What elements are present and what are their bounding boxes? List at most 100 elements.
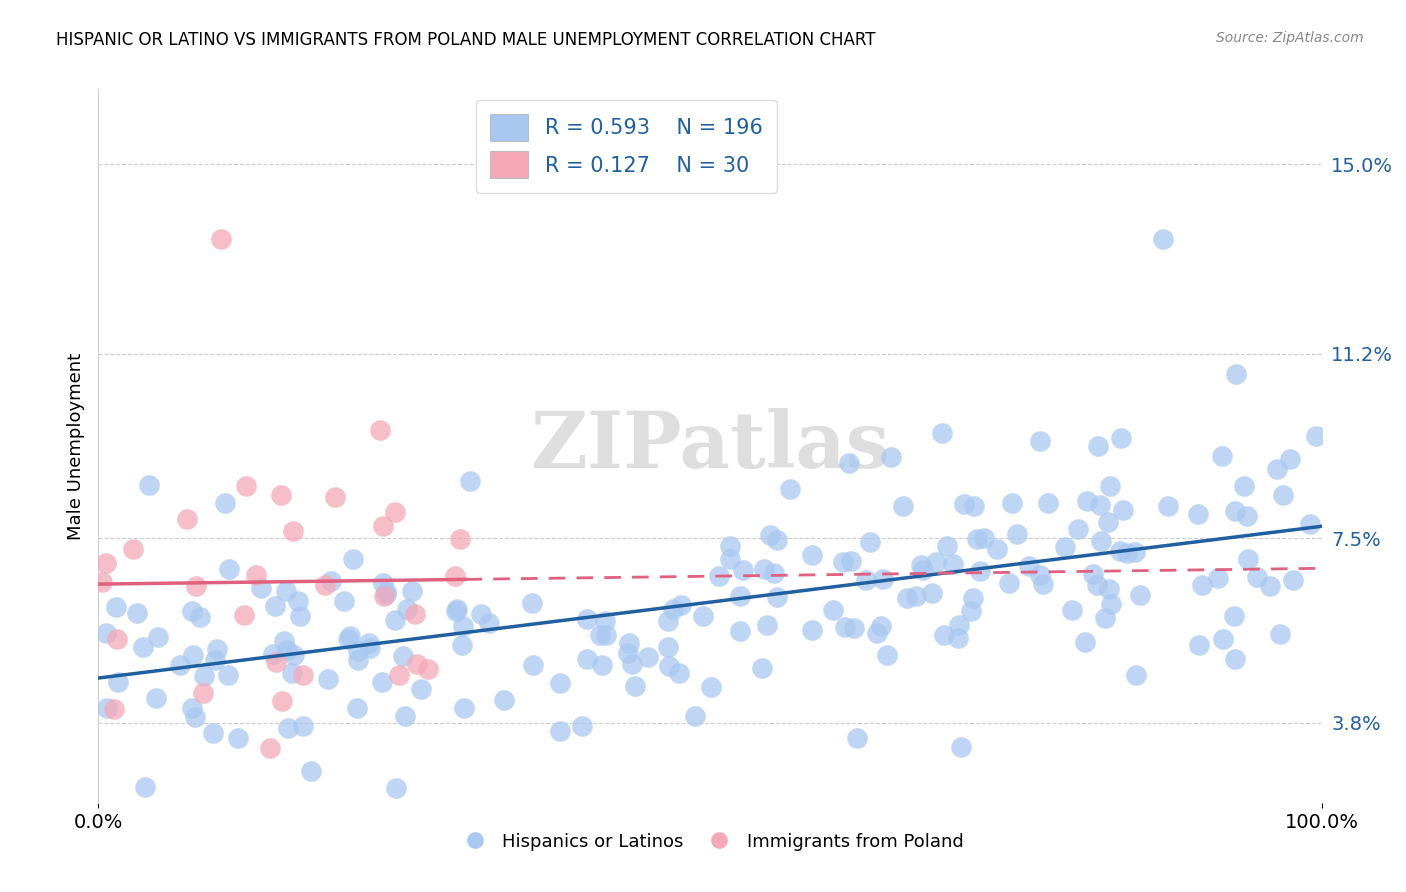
Point — [1223, 652, 1246, 666]
Point — [181, 701, 204, 715]
Point — [855, 573, 877, 587]
Point — [384, 505, 406, 519]
Point — [418, 662, 440, 676]
Point — [96, 626, 118, 640]
Point — [371, 519, 394, 533]
Point — [593, 614, 616, 628]
Point — [1206, 571, 1229, 585]
Point — [921, 586, 943, 600]
Point — [751, 661, 773, 675]
Point — [896, 591, 918, 605]
Point — [394, 708, 416, 723]
Point — [959, 604, 981, 618]
Point — [103, 702, 125, 716]
Point — [1282, 573, 1305, 587]
Point — [1187, 507, 1209, 521]
Point — [766, 591, 789, 605]
Point — [336, 632, 359, 646]
Point — [105, 632, 128, 647]
Point — [966, 532, 988, 546]
Point — [925, 556, 948, 570]
Point — [932, 628, 955, 642]
Point — [1029, 434, 1052, 449]
Point — [371, 675, 394, 690]
Point — [281, 666, 304, 681]
Point — [699, 680, 721, 694]
Point — [591, 657, 613, 672]
Point — [1090, 498, 1112, 512]
Point — [838, 456, 860, 470]
Point — [270, 694, 294, 708]
Point — [1074, 635, 1097, 649]
Point — [548, 724, 571, 739]
Point — [1099, 597, 1122, 611]
Point — [839, 554, 862, 568]
Point — [755, 618, 778, 632]
Point — [245, 568, 267, 582]
Point — [453, 701, 475, 715]
Point — [576, 611, 599, 625]
Point — [912, 564, 935, 578]
Point — [1233, 479, 1256, 493]
Point — [184, 710, 207, 724]
Point — [707, 568, 730, 582]
Point — [1258, 579, 1281, 593]
Point — [1223, 608, 1246, 623]
Point — [1097, 515, 1119, 529]
Point — [872, 572, 894, 586]
Point — [134, 780, 156, 795]
Point — [193, 669, 215, 683]
Point — [657, 640, 679, 654]
Point — [637, 649, 659, 664]
Point — [453, 619, 475, 633]
Point — [287, 594, 309, 608]
Point — [576, 652, 599, 666]
Point — [1001, 496, 1024, 510]
Point — [571, 719, 593, 733]
Point — [800, 624, 823, 638]
Point — [204, 653, 226, 667]
Point — [1236, 508, 1258, 523]
Point — [205, 642, 228, 657]
Point — [904, 589, 927, 603]
Point — [132, 640, 155, 655]
Point — [388, 667, 411, 681]
Point — [950, 739, 973, 754]
Point — [962, 591, 984, 606]
Point — [617, 646, 640, 660]
Point — [186, 579, 208, 593]
Point — [621, 657, 644, 672]
Point — [270, 488, 292, 502]
Point — [405, 657, 427, 671]
Point — [834, 620, 856, 634]
Point — [342, 552, 364, 566]
Point — [1098, 479, 1121, 493]
Point — [90, 574, 112, 589]
Point — [449, 532, 471, 546]
Point — [548, 676, 571, 690]
Point — [973, 531, 995, 545]
Point — [1085, 578, 1108, 592]
Point — [262, 647, 284, 661]
Point — [762, 566, 785, 580]
Point — [446, 602, 468, 616]
Point — [125, 606, 148, 620]
Point — [832, 555, 855, 569]
Point — [986, 542, 1008, 557]
Point — [1116, 546, 1139, 560]
Point — [411, 681, 433, 696]
Point — [276, 643, 298, 657]
Point — [1265, 462, 1288, 476]
Point — [250, 581, 273, 595]
Point — [948, 631, 970, 645]
Point — [94, 556, 117, 570]
Point — [346, 644, 368, 658]
Point — [859, 534, 882, 549]
Point — [671, 598, 693, 612]
Point — [1157, 499, 1180, 513]
Point — [373, 590, 395, 604]
Legend: Hispanics or Latinos, Immigrants from Poland: Hispanics or Latinos, Immigrants from Po… — [450, 826, 970, 858]
Point — [233, 607, 256, 622]
Point — [870, 619, 893, 633]
Point — [263, 599, 285, 613]
